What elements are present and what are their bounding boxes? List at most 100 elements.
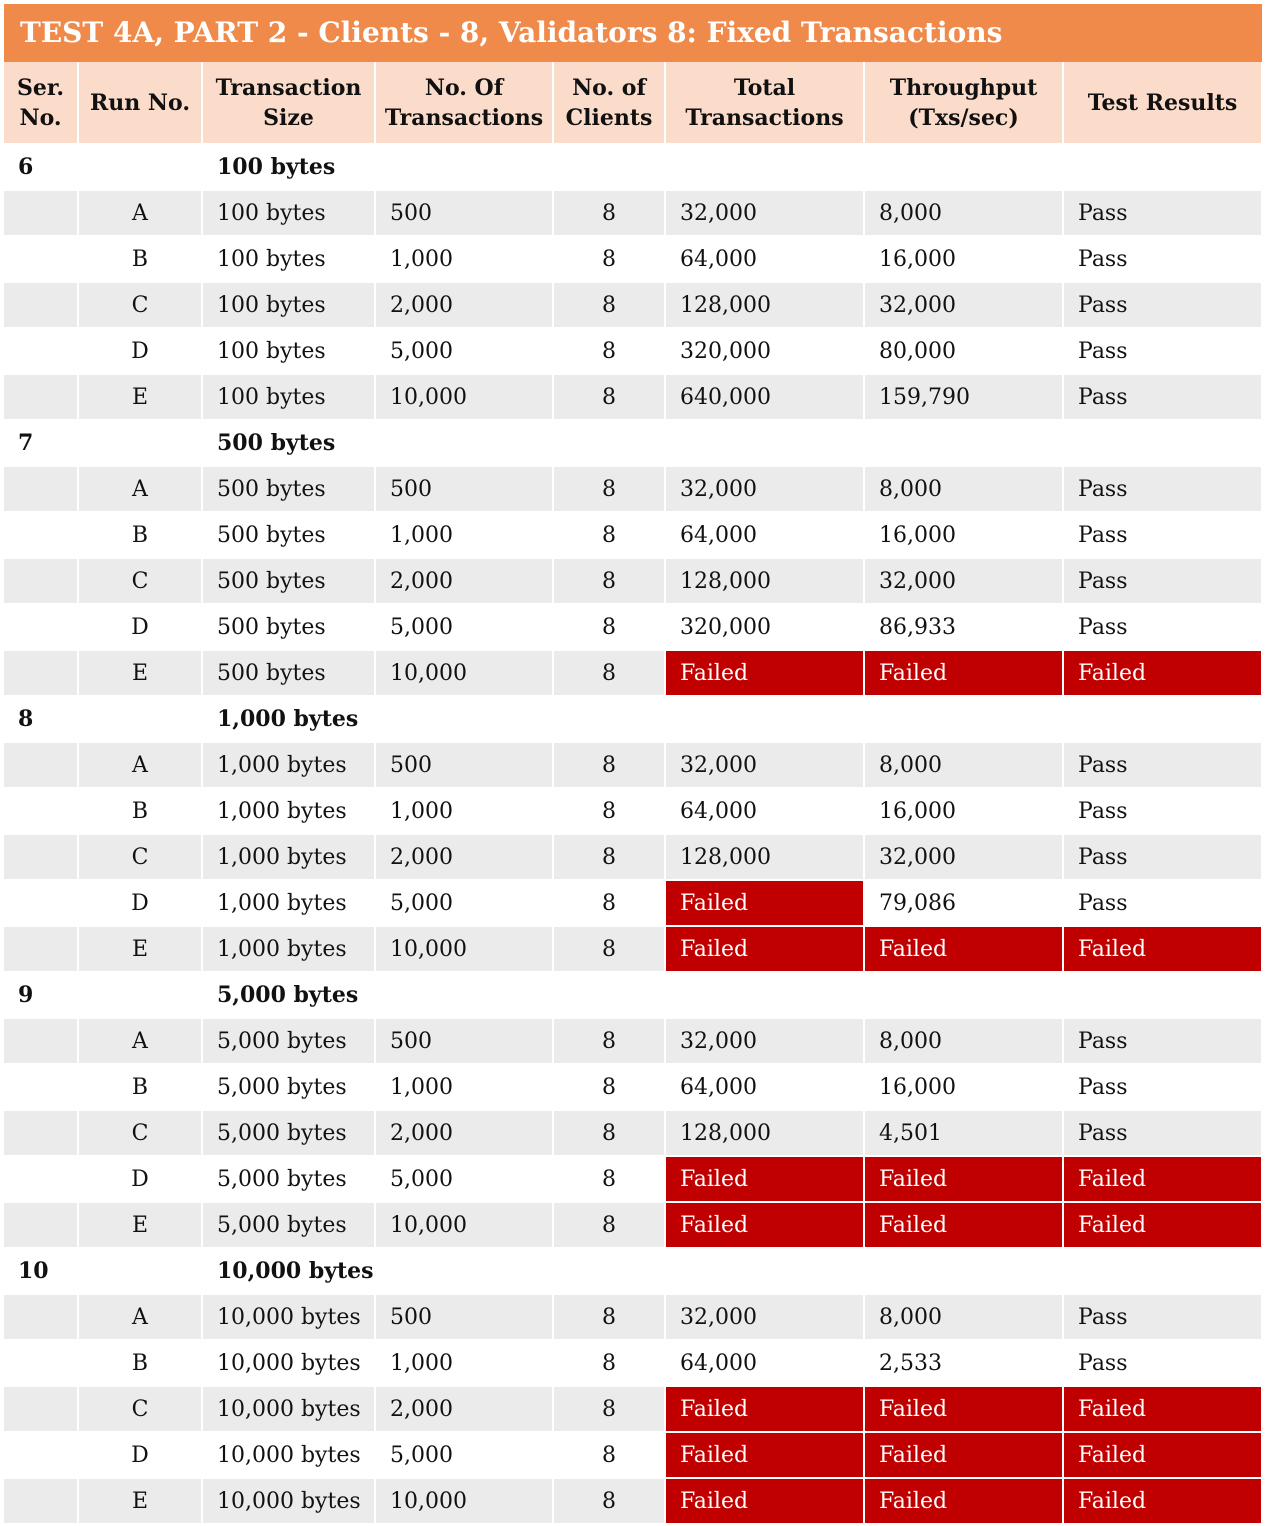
transaction-size-cell: 500 bytes <box>202 604 376 651</box>
transaction-size-cell: 1,000 bytes <box>202 834 376 881</box>
run-no-cell: A <box>78 1018 203 1065</box>
no-of-clients-cell: 8 <box>553 1064 666 1111</box>
run-no-cell: A <box>78 742 203 789</box>
table-row: E 500 bytes 10,000 8 Failed Failed Failed <box>4 650 1263 697</box>
throughput-cell: Failed <box>864 1432 1064 1479</box>
transaction-size-cell: 10,000 bytes <box>202 1340 376 1387</box>
col-header-run-no: Run No. <box>78 62 203 145</box>
ser-no-cell <box>4 742 79 789</box>
col-header-total-transactions: Total Transactions <box>665 62 865 145</box>
ser-no-cell <box>4 880 79 927</box>
ser-no-cell <box>4 1202 79 1249</box>
no-of-clients-cell: 8 <box>553 788 666 835</box>
transaction-size-cell: 100 bytes <box>202 374 376 421</box>
page-title: TEST 4A, PART 2 - Clients - 8, Validator… <box>4 4 1262 62</box>
empty-cell <box>553 144 666 191</box>
throughput-cell: 16,000 <box>864 788 1064 835</box>
throughput-cell: 8,000 <box>864 1018 1064 1065</box>
empty-cell <box>665 972 1263 1019</box>
no-of-transactions-cell: 10,000 <box>375 374 554 421</box>
run-no-cell: B <box>78 512 203 559</box>
transaction-size-cell: 1,000 bytes <box>202 742 376 789</box>
test-result-cell: Pass <box>1063 466 1263 513</box>
ser-no-cell <box>4 834 79 881</box>
col-header-no-of-transactions: No. Of Transactions <box>375 62 554 145</box>
ser-no-cell <box>4 190 79 237</box>
total-transactions-cell: Failed <box>665 1202 865 1249</box>
no-of-transactions-cell: 500 <box>375 1294 554 1341</box>
empty-cell <box>375 696 554 743</box>
total-transactions-cell: 128,000 <box>665 558 865 605</box>
throughput-cell: 79,086 <box>864 880 1064 927</box>
test-result-cell: Pass <box>1063 742 1263 789</box>
no-of-transactions-cell: 10,000 <box>375 1478 554 1525</box>
empty-cell <box>78 144 203 191</box>
throughput-cell: 4,501 <box>864 1110 1064 1157</box>
no-of-transactions-cell: 500 <box>375 742 554 789</box>
run-no-cell: A <box>78 190 203 237</box>
throughput-cell: Failed <box>864 650 1064 697</box>
run-no-cell: E <box>78 650 203 697</box>
no-of-clients-cell: 8 <box>553 1478 666 1525</box>
ser-no-cell <box>4 650 79 697</box>
col-header-test-results: Test Results <box>1063 62 1263 145</box>
ser-no-cell <box>4 1386 79 1433</box>
no-of-clients-cell: 8 <box>553 1432 666 1479</box>
test-result-cell: Failed <box>1063 1202 1263 1249</box>
no-of-transactions-cell: 1,000 <box>375 1340 554 1387</box>
no-of-transactions-cell: 5,000 <box>375 1156 554 1203</box>
test-result-cell: Pass <box>1063 834 1263 881</box>
test-result-cell: Failed <box>1063 1386 1263 1433</box>
no-of-transactions-cell: 2,000 <box>375 1110 554 1157</box>
transaction-size-cell: 1,000 bytes <box>202 788 376 835</box>
group-row: 10 10,000 bytes <box>4 1248 1263 1295</box>
no-of-clients-cell: 8 <box>553 604 666 651</box>
table-row: D 100 bytes 5,000 8 320,000 80,000 Pass <box>4 328 1263 375</box>
test-result-cell: Pass <box>1063 1018 1263 1065</box>
total-transactions-cell: 128,000 <box>665 1110 865 1157</box>
table-row: A 10,000 bytes 500 8 32,000 8,000 Pass <box>4 1294 1263 1341</box>
ser-no-cell <box>4 926 79 973</box>
col-header-throughput: Throughput (Txs/sec) <box>864 62 1064 145</box>
no-of-clients-cell: 8 <box>553 1294 666 1341</box>
test-result-cell: Failed <box>1063 1478 1263 1525</box>
table-row: B 1,000 bytes 1,000 8 64,000 16,000 Pass <box>4 788 1263 835</box>
no-of-clients-cell: 8 <box>553 466 666 513</box>
run-no-cell: B <box>78 1064 203 1111</box>
ser-no-cell <box>4 788 79 835</box>
total-transactions-cell: Failed <box>665 650 865 697</box>
no-of-transactions-cell: 500 <box>375 466 554 513</box>
no-of-clients-cell: 8 <box>553 512 666 559</box>
table-row: E 1,000 bytes 10,000 8 Failed Failed Failed <box>4 926 1263 973</box>
test-result-cell: Pass <box>1063 1110 1263 1157</box>
throughput-cell: 16,000 <box>864 236 1064 283</box>
total-transactions-cell: Failed <box>665 1478 865 1525</box>
ser-no-cell <box>4 282 79 329</box>
empty-cell <box>665 144 1263 191</box>
total-transactions-cell: Failed <box>665 1156 865 1203</box>
empty-cell <box>78 420 203 467</box>
no-of-clients-cell: 8 <box>553 190 666 237</box>
ser-no-cell <box>4 1432 79 1479</box>
run-no-cell: C <box>78 558 203 605</box>
table-row: B 10,000 bytes 1,000 8 64,000 2,533 Pass <box>4 1340 1263 1387</box>
throughput-cell: 32,000 <box>864 282 1064 329</box>
total-transactions-cell: 320,000 <box>665 604 865 651</box>
transaction-size-cell: 500 bytes <box>202 650 376 697</box>
total-transactions-cell: 64,000 <box>665 1064 865 1111</box>
no-of-clients-cell: 8 <box>553 926 666 973</box>
total-transactions-cell: 64,000 <box>665 788 865 835</box>
group-size-cell: 100 bytes <box>202 144 376 191</box>
test-result-cell: Pass <box>1063 880 1263 927</box>
no-of-clients-cell: 8 <box>553 1156 666 1203</box>
no-of-clients-cell: 8 <box>553 1018 666 1065</box>
ser-no-cell: 9 <box>4 972 79 1019</box>
transaction-size-cell: 100 bytes <box>202 236 376 283</box>
run-no-cell: E <box>78 374 203 421</box>
transaction-size-cell: 10,000 bytes <box>202 1478 376 1525</box>
table-row: B 5,000 bytes 1,000 8 64,000 16,000 Pass <box>4 1064 1263 1111</box>
throughput-cell: 8,000 <box>864 742 1064 789</box>
no-of-clients-cell: 8 <box>553 834 666 881</box>
transaction-size-cell: 10,000 bytes <box>202 1432 376 1479</box>
run-no-cell: D <box>78 604 203 651</box>
